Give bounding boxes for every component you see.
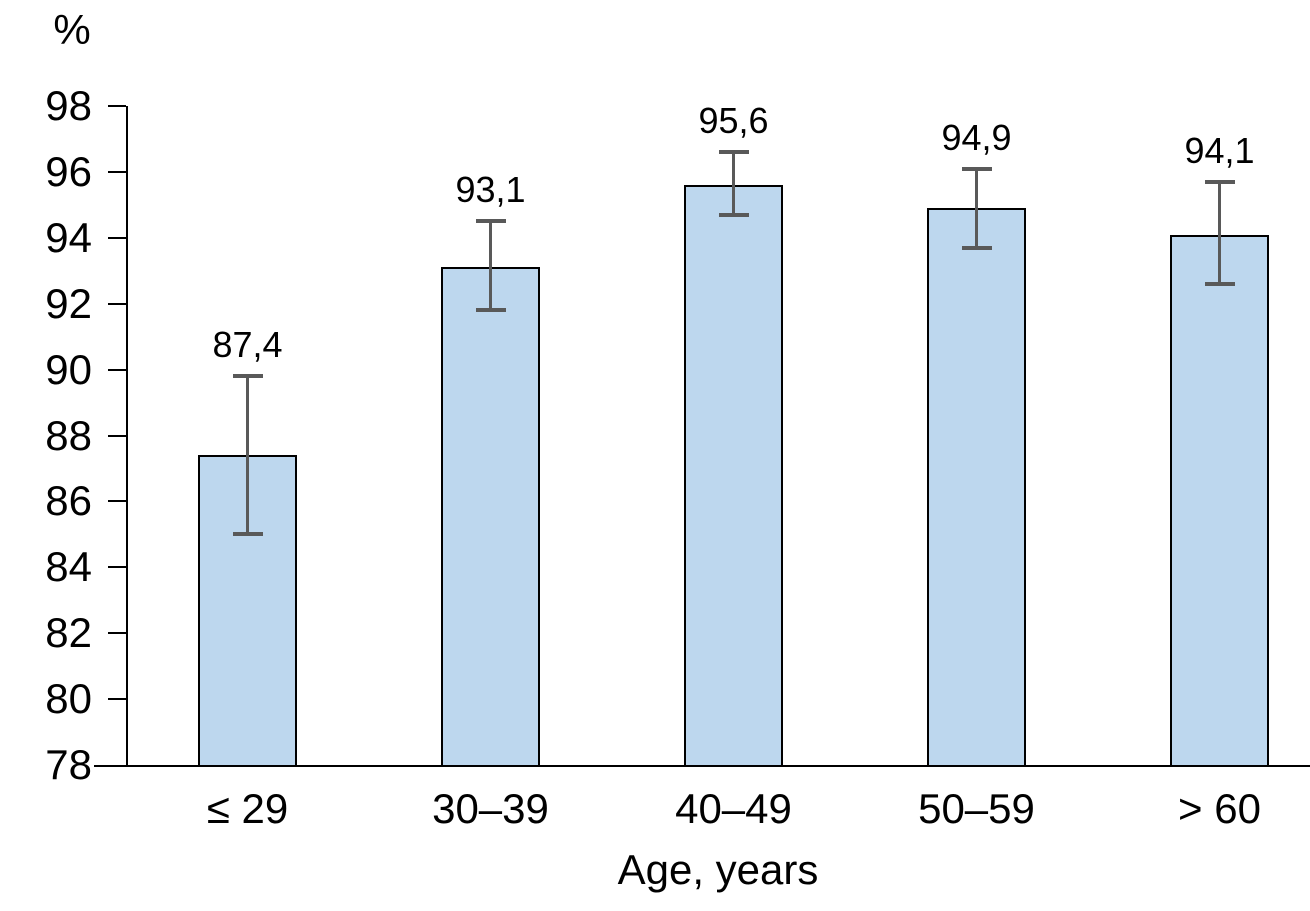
- error-bar-top-cap: [1204, 179, 1235, 184]
- y-tick-mark: [108, 698, 126, 701]
- y-tick-label: 80: [45, 675, 92, 723]
- y-tick-mark: [108, 632, 126, 635]
- y-tick-mark: [108, 566, 126, 569]
- y-tick-label: 86: [45, 477, 92, 525]
- y-tick-label: 90: [45, 345, 92, 393]
- bar: [1170, 234, 1269, 767]
- y-tick-label: 96: [45, 147, 92, 195]
- y-tick-mark: [108, 236, 126, 239]
- x-tick-label: 50–59: [918, 785, 1035, 832]
- y-tick-label: 94: [45, 213, 92, 261]
- error-bar-bottom-cap: [1204, 281, 1235, 286]
- x-axis-title: Age, years: [617, 846, 819, 893]
- y-tick-label: 78: [45, 741, 92, 788]
- y-axis-line: [126, 106, 128, 767]
- y-tick-mark: [108, 170, 126, 173]
- y-tick-mark: [108, 105, 126, 107]
- bar-value-label: 94,1: [1184, 129, 1255, 171]
- error-bar: [732, 152, 735, 215]
- error-bar: [975, 168, 978, 248]
- bar-value-label: 87,4: [212, 324, 283, 366]
- x-tick-label: > 60: [1178, 785, 1261, 832]
- bar: [927, 208, 1026, 767]
- error-bar-bottom-cap: [232, 532, 263, 537]
- y-tick-label: 82: [45, 609, 92, 657]
- error-bar-top-cap: [718, 150, 749, 155]
- error-bar-top-cap: [475, 219, 506, 224]
- y-tick-label: 84: [45, 543, 92, 591]
- x-tick-label: 30–39: [432, 785, 549, 832]
- error-bar-bottom-cap: [961, 245, 992, 250]
- bar: [684, 185, 783, 767]
- y-tick-mark: [108, 368, 126, 371]
- x-tick-label: 40–49: [675, 785, 792, 832]
- error-bar: [489, 221, 492, 311]
- y-tick-label: 92: [45, 279, 92, 327]
- bar-value-label: 94,9: [941, 116, 1012, 158]
- y-axis-unit-label: %: [53, 6, 91, 53]
- error-bar-top-cap: [961, 166, 992, 171]
- bar: [441, 267, 540, 767]
- error-bar-top-cap: [232, 374, 263, 379]
- y-tick-label: 98: [45, 82, 92, 129]
- error-bar-bottom-cap: [475, 308, 506, 313]
- bar-value-label: 95,6: [698, 100, 769, 142]
- y-tick-mark: [108, 302, 126, 305]
- y-tick-mark: [108, 434, 126, 437]
- y-tick-label: 88: [45, 411, 92, 459]
- x-tick-label: ≤ 29: [206, 785, 289, 832]
- error-bar: [1218, 181, 1221, 284]
- bar-value-label: 93,1: [455, 169, 526, 211]
- y-tick-mark: [108, 500, 126, 503]
- error-bar-bottom-cap: [718, 212, 749, 217]
- error-bar: [246, 376, 249, 535]
